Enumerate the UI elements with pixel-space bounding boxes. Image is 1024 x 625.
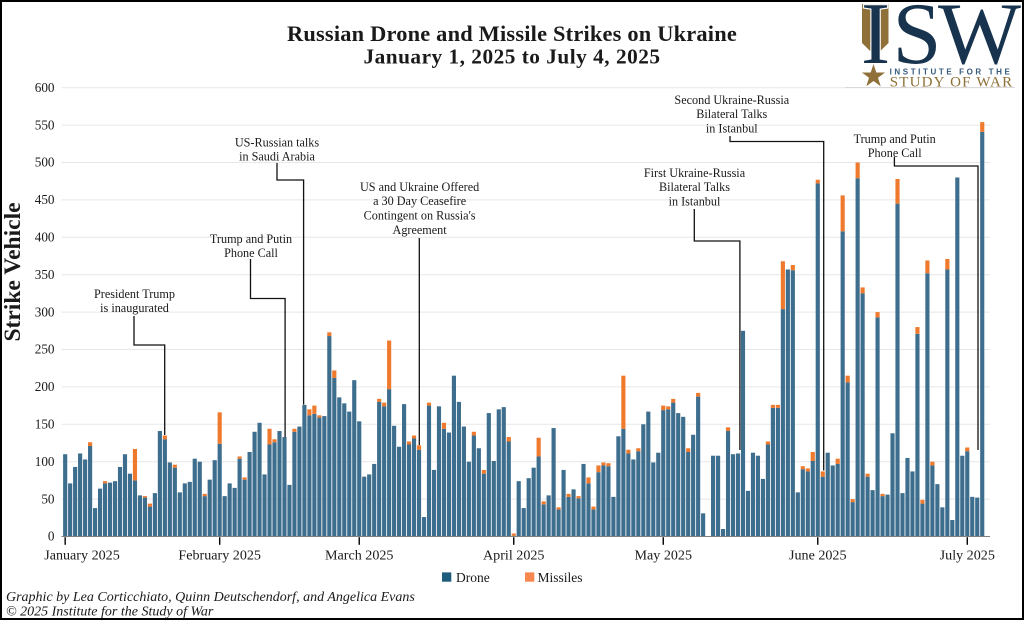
svg-text:550: 550 — [35, 117, 55, 132]
svg-text:W: W — [938, 0, 1021, 83]
svg-text:450: 450 — [35, 192, 55, 207]
svg-text:First Ukraine-Russia: First Ukraine-Russia — [644, 166, 746, 180]
svg-text:May 2025: May 2025 — [634, 548, 692, 564]
svg-text:Missiles: Missiles — [538, 570, 583, 585]
svg-text:50: 50 — [41, 491, 55, 506]
svg-text:in Istanbul: in Istanbul — [669, 195, 721, 209]
svg-text:350: 350 — [35, 267, 55, 282]
svg-text:Trump and Putin: Trump and Putin — [210, 232, 292, 246]
svg-text:Agreement: Agreement — [393, 223, 448, 237]
svg-text:Trump and Putin: Trump and Putin — [854, 132, 936, 146]
svg-text:250: 250 — [35, 342, 55, 357]
svg-text:© 2025 Institute for the Study: © 2025 Institute for the Study of War — [6, 604, 214, 619]
svg-text:February 2025: February 2025 — [178, 548, 261, 564]
svg-text:President Trump: President Trump — [94, 287, 175, 301]
svg-text:0: 0 — [48, 529, 55, 544]
svg-text:is inaugurated: is inaugurated — [100, 301, 169, 315]
svg-text:Bilateral Talks: Bilateral Talks — [696, 107, 767, 121]
svg-text:January 2025: January 2025 — [44, 548, 120, 564]
svg-text:I: I — [861, 0, 890, 83]
svg-text:STUDY OF WAR: STUDY OF WAR — [890, 75, 1014, 91]
svg-text:Strike Vehicle: Strike Vehicle — [0, 202, 26, 341]
svg-text:400: 400 — [35, 230, 55, 245]
svg-text:April 2025: April 2025 — [483, 548, 544, 564]
svg-text:June 2025: June 2025 — [789, 548, 847, 564]
svg-text:500: 500 — [35, 155, 55, 170]
svg-text:Phone Call: Phone Call — [868, 146, 922, 160]
svg-text:Russian Drone and Missile Stri: Russian Drone and Missile Strikes on Ukr… — [287, 21, 737, 46]
svg-text:January 1, 2025 to July 4, 202: January 1, 2025 to July 4, 2025 — [363, 45, 660, 69]
svg-text:US and Ukraine Offered: US and Ukraine Offered — [360, 180, 479, 194]
svg-text:200: 200 — [35, 379, 55, 394]
svg-text:S: S — [893, 0, 942, 83]
svg-text:150: 150 — [35, 417, 55, 432]
svg-text:INSTITUTE FOR THE: INSTITUTE FOR THE — [890, 68, 1013, 77]
svg-text:July 2025: July 2025 — [940, 548, 995, 564]
svg-text:Bilateral Talks: Bilateral Talks — [659, 180, 730, 194]
svg-text:300: 300 — [35, 304, 55, 319]
svg-text:March 2025: March 2025 — [325, 548, 394, 564]
svg-text:Contingent on Russia's: Contingent on Russia's — [364, 209, 476, 223]
svg-text:Drone: Drone — [456, 570, 490, 585]
svg-text:in Istanbul: in Istanbul — [706, 122, 758, 136]
svg-text:US-Russian talks: US-Russian talks — [235, 135, 320, 149]
svg-text:100: 100 — [35, 454, 55, 469]
svg-text:a 30 Day Ceasefire: a 30 Day Ceasefire — [373, 194, 466, 208]
svg-text:Phone Call: Phone Call — [224, 246, 278, 260]
svg-text:in Saudi Arabia: in Saudi Arabia — [239, 150, 315, 164]
svg-text:Second Ukraine-Russia: Second Ukraine-Russia — [674, 93, 789, 107]
svg-text:Graphic by Lea Corticchiato, Q: Graphic by Lea Corticchiato, Quinn Deuts… — [6, 590, 415, 605]
svg-text:600: 600 — [35, 80, 55, 95]
